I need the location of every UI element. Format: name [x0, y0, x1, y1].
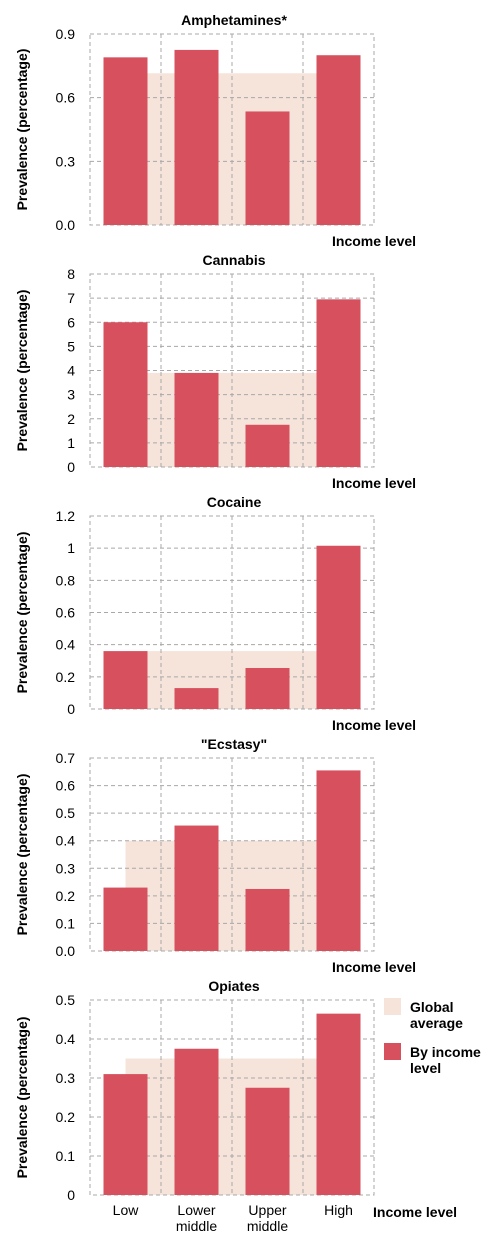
bar-high: [316, 55, 361, 225]
x-tick-label: Lower: [177, 1202, 215, 1218]
bar-low: [103, 651, 148, 709]
bar-high: [316, 545, 361, 709]
chart-panel-1: Amphetamines* 0.0 0.3 0.6 0.9 Prevalence (per…: [14, 12, 416, 249]
plot-frame: [89, 515, 375, 710]
x-axis-label: Income level: [332, 959, 416, 975]
y-tick-label: 0.2: [56, 1109, 76, 1125]
y-tick-label: 0.6: [56, 605, 76, 621]
y-axis-label: Prevalence (percentage): [14, 774, 30, 936]
x-tick-label: Upper: [248, 1202, 286, 1218]
bar-upper-middle: [245, 888, 290, 951]
y-tick-label: 0.0: [56, 217, 76, 233]
plot-frame: [89, 273, 375, 468]
y-tick-label: 0.6: [56, 90, 76, 106]
bar-low: [103, 322, 148, 467]
bar-upper-middle: [245, 1087, 290, 1195]
x-axis-label: Income level: [332, 233, 416, 249]
x-tick-label: Low: [113, 1202, 140, 1218]
chart-panel-5: Opiates 0 0.1 0.2 0.3 0.4 0.5 Prevalence (perce…: [14, 978, 457, 1234]
chart-title: "Ecstasy": [201, 736, 267, 752]
chart-title: Opiates: [208, 978, 260, 994]
bar-low: [103, 57, 148, 225]
plot-frame: [89, 757, 375, 952]
y-tick-label: 2: [67, 411, 75, 427]
bar-upper-middle: [245, 424, 290, 467]
y-tick-label: 0.2: [56, 669, 76, 685]
y-tick-label: 7: [67, 290, 75, 306]
y-tick-label: 0.3: [56, 860, 76, 876]
bar-low: [103, 1074, 148, 1195]
y-tick-label: 0.3: [56, 1070, 76, 1086]
legend-label: By income: [410, 1044, 481, 1060]
y-tick-label: 1: [67, 435, 75, 451]
y-tick-label: 0: [67, 701, 75, 717]
y-tick-label: 0: [67, 1187, 75, 1203]
bar-lower-middle: [174, 1048, 219, 1195]
chart-panel-4: "Ecstasy" 0.0 0.1 0.2 0.3 0.4 0.5 0.6 0.7 Prevale…: [14, 736, 416, 975]
y-tick-label: 0.7: [56, 750, 76, 766]
x-tick-label: High: [324, 1202, 353, 1218]
y-tick-label: 0.0: [56, 943, 76, 959]
bar-lower-middle: [174, 825, 219, 951]
y-tick-label: 0.6: [56, 778, 76, 794]
y-tick-label: 0.8: [56, 572, 76, 588]
legend-label: Global: [410, 999, 454, 1015]
bar-high: [316, 1013, 361, 1195]
bar-lower-middle: [174, 49, 219, 225]
y-tick-label: 0.5: [56, 805, 76, 821]
plot-frame: [89, 33, 375, 226]
y-tick-label: 0.1: [56, 915, 76, 931]
y-tick-label: 0.2: [56, 888, 76, 904]
y-tick-label: 0.4: [56, 1031, 76, 1047]
plot-frame: [89, 999, 375, 1196]
legend-label: average: [410, 1015, 463, 1031]
y-axis-label: Prevalence (percentage): [14, 49, 30, 211]
y-tick-label: 6: [67, 314, 75, 330]
y-axis-label: Prevalence (percentage): [14, 532, 30, 694]
bar-high: [316, 770, 361, 951]
bar-low: [103, 887, 148, 951]
x-tick-label: middle: [247, 1218, 288, 1234]
y-tick-label: 0.4: [56, 637, 76, 653]
y-tick-label: 1.2: [56, 508, 76, 524]
y-tick-label: 8: [67, 266, 75, 282]
y-tick-label: 0.1: [56, 1148, 76, 1164]
bar-lower-middle: [174, 372, 219, 467]
x-axis-label: Income level: [373, 1204, 457, 1220]
bar-high: [316, 299, 361, 467]
bar-upper-middle: [245, 667, 290, 709]
legend-label: level: [410, 1060, 441, 1076]
y-tick-label: 0.3: [56, 153, 76, 169]
chart-title: Amphetamines*: [181, 12, 287, 28]
y-tick-label: 4: [67, 363, 75, 379]
y-tick-label: 0.4: [56, 833, 76, 849]
y-tick-label: 5: [67, 338, 75, 354]
y-tick-label: 3: [67, 387, 75, 403]
chart-title: Cannabis: [202, 252, 265, 268]
y-axis-label: Prevalence (percentage): [14, 290, 30, 452]
legend-swatch-by-income: [384, 1043, 401, 1060]
y-axis-label: Prevalence (percentage): [14, 1017, 30, 1179]
bar-lower-middle: [174, 688, 219, 709]
x-axis-label: Income level: [332, 475, 416, 491]
y-tick-label: 1: [67, 540, 75, 556]
legend-swatch-global-average: [384, 998, 401, 1015]
bar-upper-middle: [245, 111, 290, 225]
y-tick-label: 0.5: [56, 992, 76, 1008]
x-axis-label: Income level: [332, 717, 416, 733]
y-tick-label: 0: [67, 459, 75, 475]
y-tick-label: 0.9: [56, 26, 76, 42]
x-tick-label: middle: [176, 1218, 217, 1234]
chart-panel-2: Cannabis 0 1 2 3 4 5 6 7 8 Prevalence (percentage)…: [14, 252, 416, 491]
chart-title: Cocaine: [207, 494, 262, 510]
chart-panel-3: Cocaine 0 0.2 0.4 0.6 0.8 1 1.2 Prevalence (perc…: [14, 494, 416, 733]
